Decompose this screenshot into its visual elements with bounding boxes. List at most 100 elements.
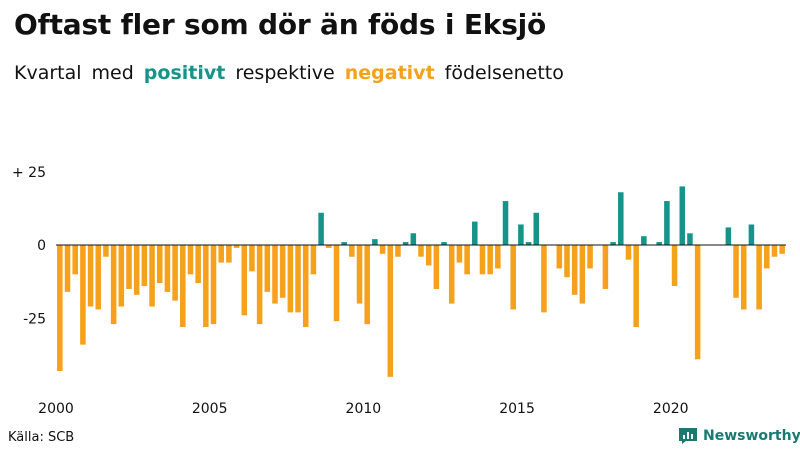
y-axis: + 25 0 -25	[12, 165, 46, 328]
bar	[725, 227, 732, 245]
bar	[241, 245, 248, 316]
bar	[779, 245, 785, 254]
bar	[287, 245, 294, 313]
bar	[525, 242, 532, 245]
bar	[149, 245, 155, 307]
bar	[95, 245, 102, 310]
bar	[456, 245, 463, 263]
bar-chart-icon	[679, 428, 697, 444]
bar	[587, 245, 593, 269]
bar	[356, 245, 363, 304]
bar	[180, 245, 186, 328]
bar	[249, 245, 255, 272]
bar	[448, 245, 455, 304]
bar	[72, 245, 78, 275]
subtitle-negative: negativt	[344, 62, 435, 84]
bar	[156, 245, 163, 284]
bar	[110, 245, 117, 325]
bar	[664, 201, 670, 245]
bar	[410, 233, 417, 245]
x-tick-label: 2020	[653, 401, 689, 417]
x-tick-label: 2000	[38, 401, 74, 417]
bar	[295, 245, 301, 313]
bar	[771, 245, 778, 257]
bar	[764, 245, 770, 269]
bar	[679, 186, 686, 245]
bar	[333, 245, 340, 322]
subtitle-med: med	[91, 62, 134, 84]
bar	[487, 245, 493, 275]
brand-logo: Newsworthy	[678, 427, 800, 445]
bar	[633, 245, 639, 328]
bar	[272, 245, 278, 304]
bar	[387, 245, 394, 377]
bar	[318, 212, 324, 245]
subtitle-positive: positivt	[143, 62, 226, 84]
chart-subtitle: Kvartal med positivt respektive negativt föde…	[14, 62, 574, 84]
bar	[264, 245, 271, 292]
bar	[610, 242, 616, 245]
bar	[341, 242, 347, 245]
subtitle-respektive: respektive	[235, 62, 335, 84]
bar	[218, 245, 224, 263]
bar	[210, 245, 217, 325]
bar	[510, 245, 516, 310]
x-tick-label: 2005	[192, 401, 228, 417]
bar	[141, 245, 148, 287]
bar	[279, 245, 286, 298]
bar	[571, 245, 578, 295]
bar	[479, 245, 486, 275]
bar	[472, 221, 478, 245]
bar	[541, 245, 547, 313]
bar	[625, 245, 632, 260]
bar-series	[57, 186, 785, 377]
bar	[133, 245, 140, 295]
source-note: Källa: SCB	[8, 430, 75, 445]
brand-name: Newsworthy	[703, 428, 800, 444]
bar	[126, 245, 132, 289]
bar	[326, 245, 332, 248]
bar	[256, 245, 263, 325]
bar	[602, 245, 609, 289]
bar	[172, 245, 178, 301]
subtitle-fodelsenetto: födelsenetto	[444, 62, 564, 84]
bar	[740, 245, 747, 310]
y-tick-label: 0	[37, 238, 46, 254]
bar	[402, 242, 409, 245]
bar	[103, 245, 109, 257]
bar	[748, 224, 755, 245]
subtitle-kvartal: Kvartal	[14, 62, 82, 84]
bar	[687, 233, 693, 245]
bar	[57, 245, 63, 371]
bar	[671, 245, 678, 287]
bar	[656, 242, 662, 245]
bar	[87, 245, 94, 307]
bar	[464, 245, 470, 275]
bar	[203, 245, 209, 328]
bar	[425, 245, 432, 266]
bar	[641, 236, 647, 245]
bar	[187, 245, 194, 275]
bar	[80, 245, 86, 345]
bar	[433, 245, 440, 289]
bar	[533, 212, 540, 245]
bar	[579, 245, 586, 304]
bar	[564, 245, 570, 278]
bar	[556, 245, 563, 269]
bar	[164, 245, 171, 292]
bar	[518, 224, 524, 245]
bar	[310, 245, 317, 275]
x-tick-label: 2015	[499, 401, 535, 417]
bar	[349, 245, 355, 257]
chart-title: Oftast fler som dör än föds i Eksjö	[14, 8, 547, 41]
y-tick-label: -25	[23, 311, 46, 327]
bar	[64, 245, 71, 292]
bar	[226, 245, 232, 263]
bar	[302, 245, 309, 328]
x-tick-label: 2010	[346, 401, 382, 417]
bar	[379, 245, 386, 254]
bar	[495, 245, 501, 269]
bar	[502, 201, 509, 245]
bar	[733, 245, 739, 298]
